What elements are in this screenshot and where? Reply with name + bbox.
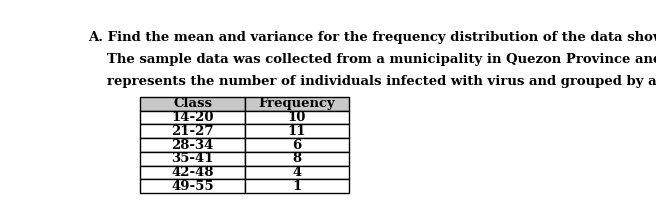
Text: A. Find the mean and variance for the frequency distribution of the data shown.: A. Find the mean and variance for the fr… [88, 31, 656, 44]
Text: represents the number of individuals infected with virus and grouped by age.: represents the number of individuals inf… [108, 75, 656, 88]
Text: The sample data was collected from a municipality in Quezon Province and: The sample data was collected from a mun… [108, 53, 656, 66]
